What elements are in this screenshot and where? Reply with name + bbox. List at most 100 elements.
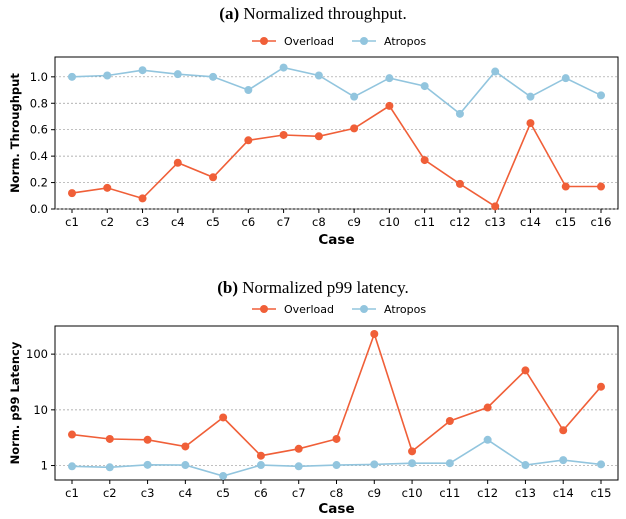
x-tick-label: c7 bbox=[292, 486, 306, 500]
x-tick-label: c10 bbox=[379, 215, 400, 229]
atropos-legend-label: Atropos bbox=[384, 303, 426, 316]
chart-b-x-axis: c1 c2 c3 c4 c5 c6 c7 c8 c9 c10 c11 c12 c13 c14 c15 bbox=[65, 480, 611, 500]
x-tick-label: c4 bbox=[171, 215, 185, 229]
chart-a-gridlines bbox=[55, 76, 618, 210]
y-tick-label: 100 bbox=[26, 347, 48, 361]
overload-point bbox=[105, 434, 114, 443]
overload-point bbox=[559, 426, 568, 435]
chart-b-caption: (b) Normalized p99 latency. bbox=[217, 278, 409, 297]
x-tick-label: c9 bbox=[347, 215, 361, 229]
y-tick-label: 0.4 bbox=[30, 149, 48, 163]
atropos-point bbox=[350, 92, 359, 101]
atropos-point bbox=[408, 459, 417, 468]
x-tick-label: c11 bbox=[439, 486, 460, 500]
x-tick-label: c8 bbox=[330, 486, 344, 500]
atropos-point bbox=[138, 66, 147, 75]
chart-b-y-axis: 1 10 100 bbox=[26, 347, 55, 473]
y-tick-label: 10 bbox=[33, 403, 48, 417]
overload-legend-marker bbox=[260, 37, 268, 45]
atropos-point bbox=[103, 71, 112, 80]
overload-point bbox=[143, 435, 152, 444]
overload-point bbox=[68, 189, 76, 198]
overload-point bbox=[483, 403, 492, 412]
chart-a-y-axis: 0.0 0.2 0.4 0.6 0.8 1.0 bbox=[30, 70, 55, 216]
chart-a-series bbox=[68, 63, 605, 211]
x-tick-label: c6 bbox=[242, 215, 256, 229]
atropos-point bbox=[597, 460, 605, 469]
y-tick-label: 0.2 bbox=[30, 176, 48, 190]
x-tick-label: c4 bbox=[179, 486, 193, 500]
y-tick-label: 1 bbox=[41, 459, 48, 473]
x-tick-label: c16 bbox=[591, 215, 612, 229]
chart-a-y-axis-title: Norm. Throughput bbox=[8, 73, 22, 193]
overload-legend-label: Overload bbox=[284, 303, 334, 316]
chart-a-caption: (a) Normalized throughput. bbox=[219, 4, 406, 23]
x-tick-label: c1 bbox=[65, 486, 79, 500]
atropos-legend-marker bbox=[360, 37, 368, 45]
atropos-point bbox=[219, 471, 228, 480]
atropos-point bbox=[370, 460, 379, 469]
atropos-point bbox=[420, 82, 429, 91]
overload-point bbox=[385, 101, 394, 110]
x-tick-label: c15 bbox=[555, 215, 576, 229]
atropos-line bbox=[71, 66, 602, 115]
atropos-point bbox=[526, 92, 535, 101]
x-tick-label: c5 bbox=[216, 486, 230, 500]
overload-point bbox=[103, 183, 112, 192]
overload-point bbox=[209, 173, 218, 182]
atropos-point bbox=[385, 74, 394, 83]
atropos-point bbox=[181, 461, 190, 470]
x-tick-label: c13 bbox=[515, 486, 536, 500]
overload-point bbox=[597, 382, 605, 391]
overload-point bbox=[173, 158, 182, 167]
x-tick-label: c10 bbox=[402, 486, 423, 500]
chart-a-legend: Overload Atropos bbox=[252, 35, 426, 48]
atropos-point bbox=[332, 461, 341, 470]
chart-b-x-axis-title: Case bbox=[318, 501, 354, 517]
atropos-point bbox=[597, 91, 605, 100]
x-tick-label: c12 bbox=[477, 486, 498, 500]
atropos-point bbox=[561, 74, 570, 83]
x-tick-label: c8 bbox=[312, 215, 326, 229]
overload-point bbox=[244, 136, 253, 145]
atropos-point bbox=[244, 86, 253, 95]
chart-a-x-axis: c1 c2 c3 c4 c5 c6 c7 c8 c9 c10 c11 c12 c13 c14 c15 c16 bbox=[65, 209, 611, 229]
overload-point bbox=[279, 130, 288, 139]
x-tick-label: c5 bbox=[206, 215, 220, 229]
overload-point bbox=[526, 119, 535, 128]
chart-b-series bbox=[68, 329, 605, 480]
atropos-point bbox=[314, 71, 323, 80]
overload-line bbox=[71, 104, 601, 208]
overload-point bbox=[521, 366, 530, 375]
x-tick-label: c13 bbox=[485, 215, 506, 229]
x-tick-label: c2 bbox=[100, 215, 114, 229]
x-tick-label: c15 bbox=[591, 486, 612, 500]
chart-b: (b) Normalized p99 latency. Overload Atro… bbox=[8, 278, 619, 517]
overload-point bbox=[332, 434, 341, 443]
atropos-point bbox=[68, 462, 76, 471]
x-tick-label: c7 bbox=[277, 215, 291, 229]
atropos-point bbox=[256, 461, 265, 470]
overload-point bbox=[68, 430, 76, 439]
overload-point bbox=[138, 194, 147, 203]
overload-legend-label: Overload bbox=[284, 35, 334, 48]
atropos-point bbox=[455, 109, 464, 118]
x-tick-label: c12 bbox=[449, 215, 470, 229]
overload-point bbox=[219, 413, 228, 422]
overload-point bbox=[294, 444, 303, 453]
atropos-point bbox=[173, 70, 182, 79]
overload-point bbox=[370, 329, 379, 338]
x-tick-label: c1 bbox=[65, 215, 79, 229]
overload-point bbox=[491, 202, 500, 211]
atropos-point bbox=[521, 461, 530, 470]
overload-point bbox=[350, 124, 359, 133]
x-tick-label: c11 bbox=[414, 215, 435, 229]
atropos-point bbox=[445, 459, 454, 468]
x-tick-label: c14 bbox=[553, 486, 574, 500]
x-tick-label: c2 bbox=[103, 486, 117, 500]
chart-a-x-axis-title: Case bbox=[318, 232, 354, 248]
y-tick-label: 0.8 bbox=[30, 96, 48, 110]
x-tick-label: c9 bbox=[367, 486, 381, 500]
x-tick-label: c6 bbox=[254, 486, 268, 500]
y-tick-label: 0.0 bbox=[30, 202, 48, 216]
